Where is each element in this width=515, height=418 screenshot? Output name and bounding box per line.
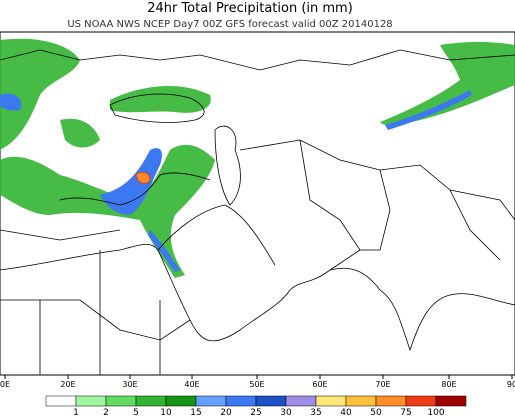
- colorbar-label: 75: [400, 408, 411, 418]
- colorbar-label: 100: [427, 408, 444, 418]
- colorbar-box: [135, 395, 167, 407]
- colorbar-label: 15: [190, 408, 201, 418]
- colorbar-box: [375, 395, 407, 407]
- colorbar-box: [435, 395, 467, 407]
- colorbar-label: 50: [370, 408, 382, 418]
- colorbar-label: 10: [160, 408, 172, 418]
- colorbar-label: 40: [340, 408, 352, 418]
- lon-label: 70E: [375, 380, 390, 389]
- colorbar-box: [195, 395, 227, 407]
- colorbar-box: [105, 395, 137, 407]
- lon-label: 40E: [184, 380, 199, 389]
- colorbar-label: 2: [103, 408, 109, 418]
- lon-label: 60E: [312, 380, 327, 389]
- lon-label: 80E: [441, 380, 456, 389]
- colorbar-box: [75, 395, 107, 407]
- lon-label: 0E: [0, 380, 10, 389]
- lon-label: 20E: [60, 380, 75, 389]
- colorbar-label: 35: [310, 408, 321, 418]
- longitude-labels: 0E 20E 30E 40E 50E 60E 70E 80E 90: [0, 375, 515, 389]
- colorbar-box: [345, 395, 377, 407]
- colorbar-label: 5: [133, 408, 139, 418]
- lon-label: 50E: [249, 380, 264, 389]
- lon-label: 90: [507, 380, 515, 389]
- colorbar-box: [165, 395, 197, 407]
- subtitle: US NOAA NWS NCEP Day7 00Z GFS forecast v…: [67, 19, 392, 30]
- lon-label: 30E: [122, 380, 137, 389]
- colorbar-label: 30: [280, 408, 292, 418]
- colorbar-box: [45, 395, 77, 407]
- colorbar-box: [255, 395, 287, 407]
- colorbar-label: 25: [250, 408, 261, 418]
- colorbar-box: [405, 395, 437, 407]
- colorbar-label: 20: [220, 408, 232, 418]
- colorbar: 1 2 5 10 15 20 25 30 35 40 50 75 100: [45, 395, 467, 418]
- colorbar-box: [285, 395, 317, 407]
- map: [0, 31, 515, 376]
- colorbar-label: 1: [73, 408, 79, 418]
- title: 24hr Total Precipitation (in mm): [147, 1, 353, 16]
- colorbar-box: [225, 395, 257, 407]
- colorbar-box: [315, 395, 347, 407]
